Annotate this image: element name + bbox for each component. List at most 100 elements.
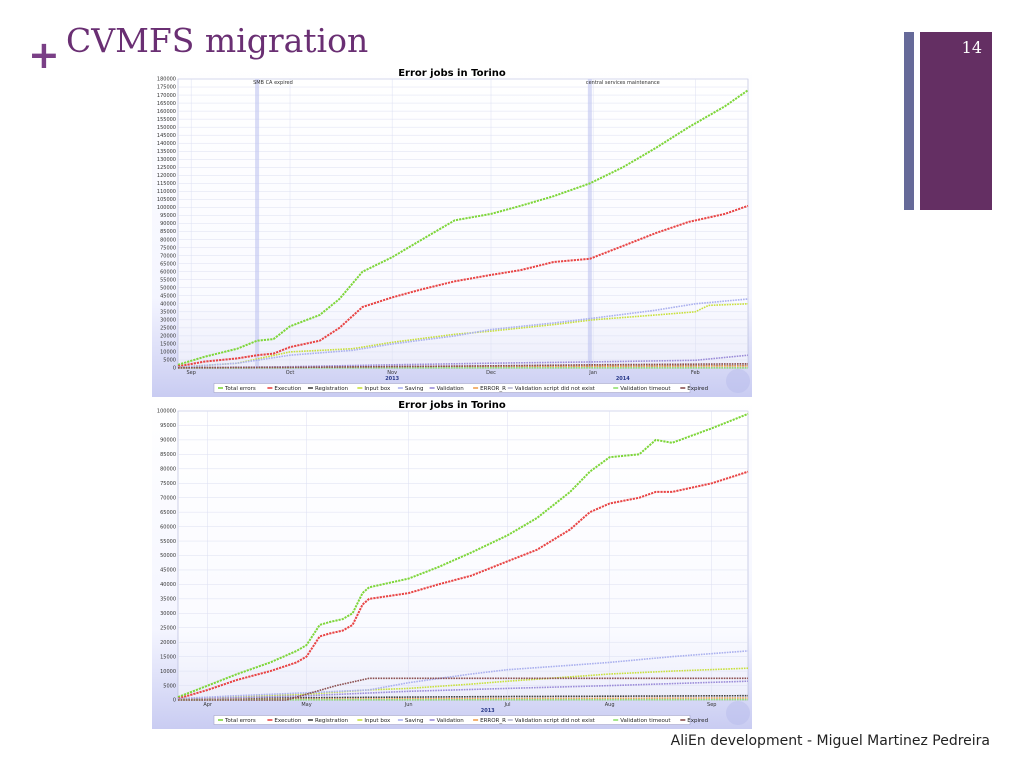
chart-error-jobs-apr-sep: Error jobs in Torino 0 5000 10000 15000 20000… (152, 398, 752, 729)
legend-entry: Validation timeout (620, 718, 671, 724)
y-tick-label: 80000 (160, 467, 176, 473)
y-tick-label: 20000 (160, 640, 176, 646)
y-tick-label: 15000 (160, 342, 176, 348)
y-tick-label: 145000 (157, 133, 176, 139)
legend-entry: Registration (315, 718, 349, 724)
y-tick-label: 100000 (157, 205, 176, 211)
y-tick-label: 30000 (160, 318, 176, 324)
legend-entry: Saving (405, 386, 424, 392)
page-number: 14 (961, 38, 982, 57)
plus-icon: + (28, 33, 60, 77)
y-tick-label: 60000 (160, 269, 176, 275)
y-tick-label: 90000 (160, 221, 176, 227)
y-tick-label: 35000 (160, 597, 176, 603)
y-tick-label: 35000 (160, 310, 176, 316)
y-tick-label: 30000 (160, 611, 176, 617)
x-tick-label: Dec (486, 370, 496, 376)
legend-entry: Execution (274, 718, 302, 724)
series-line (177, 470, 749, 700)
y-tick-label: 60000 (160, 524, 176, 530)
y-tick-label: 10000 (160, 669, 176, 675)
y-tick-label: 5000 (163, 683, 176, 689)
year-label: 2014 (616, 376, 630, 382)
y-tick-label: 65000 (160, 510, 176, 516)
y-tick-label: 70000 (160, 253, 176, 259)
legend-entry: Validation (437, 718, 465, 724)
x-tick-label: May (301, 702, 311, 708)
x-tick-label: Feb (691, 370, 700, 376)
y-tick-label: 20000 (160, 334, 176, 340)
y-tick-label: 40000 (160, 582, 176, 588)
chart-svg: Error jobs in Torino 0 5000 10000 15000 20000… (152, 398, 752, 729)
legend-entry: Total errors (224, 386, 256, 392)
series-line (177, 303, 749, 368)
annotation-label: central services maintenance (586, 80, 660, 86)
y-tick-label: 40000 (160, 301, 176, 307)
y-tick-label: 115000 (157, 181, 176, 187)
y-tick-label: 55000 (160, 539, 176, 545)
x-tick-label: Sep (707, 702, 716, 708)
y-tick-label: 100000 (157, 409, 176, 415)
legend-entry: Registration (315, 386, 349, 392)
chart-title: Error jobs in Torino (398, 68, 506, 79)
series-line (177, 298, 749, 368)
y-tick-label: 85000 (160, 229, 176, 235)
legend-entry: Expired (687, 386, 708, 392)
legend-entry: ERROR_R (480, 718, 506, 724)
y-tick-label: 90000 (160, 438, 176, 444)
legend-entry: Expired (687, 718, 708, 724)
annotation-label: SMB CA expired (253, 80, 293, 86)
x-tick-label: Jan (588, 370, 597, 376)
slide-title: CVMFS migration (66, 21, 369, 60)
x-tick-label: Nov (387, 370, 397, 376)
y-tick-label: 50000 (160, 553, 176, 559)
legend-entry: Saving (405, 718, 424, 724)
y-tick-label: 155000 (157, 117, 176, 123)
y-tick-label: 15000 (160, 654, 176, 660)
y-tick-label: 105000 (157, 197, 176, 203)
y-tick-label: 160000 (157, 109, 176, 115)
y-tick-label: 110000 (157, 189, 176, 195)
series-line (177, 412, 749, 699)
y-tick-label: 25000 (160, 625, 176, 631)
chart-error-jobs-sep-feb: Error jobs in Torino 0 5000 10000 15000 20000… (152, 66, 752, 397)
y-tick-label: 5000 (163, 358, 176, 364)
y-tick-label: 135000 (157, 149, 176, 155)
y-tick-label: 45000 (160, 568, 176, 574)
y-tick-label: 50000 (160, 285, 176, 291)
series-line (177, 363, 749, 369)
series-line (177, 204, 749, 368)
y-tick-label: 165000 (157, 101, 176, 107)
decorative-side-bar (920, 32, 992, 210)
y-tick-label: 65000 (160, 261, 176, 267)
x-tick-label: Aug (605, 702, 615, 708)
legend: Total errors Execution Registration Input b… (213, 383, 708, 393)
series-line (177, 694, 749, 700)
y-tick-label: 150000 (157, 125, 176, 131)
watermark-logo (726, 701, 750, 725)
y-tick-label: 170000 (157, 93, 176, 99)
x-tick-label: Sep (186, 370, 195, 376)
legend-entry: Input box (364, 386, 391, 392)
decorative-side-bar-thin (904, 32, 914, 210)
legend-entry: Validation script did not exist (515, 718, 596, 724)
series-line (177, 89, 749, 366)
y-tick-label: 0 (173, 366, 176, 372)
y-tick-label: 80000 (160, 237, 176, 243)
annotation-marker (255, 79, 260, 368)
x-tick-label: Oct (286, 370, 295, 376)
legend-entry: Total errors (224, 718, 256, 724)
x-tick-label: Jun (404, 702, 413, 708)
legend-entry: Validation script did not exist (515, 386, 596, 392)
y-tick-label: 180000 (157, 77, 176, 83)
y-tick-label: 125000 (157, 165, 176, 171)
year-label: 2013 (385, 376, 399, 382)
y-tick-label: 45000 (160, 293, 176, 299)
y-tick-label: 175000 (157, 85, 176, 91)
legend-entry: Input box (364, 718, 391, 724)
chart-svg: Error jobs in Torino 0 5000 10000 15000 20000… (152, 66, 752, 397)
annotation-marker (587, 79, 592, 368)
y-tick-label: 75000 (160, 245, 176, 251)
x-tick-label: Apr (203, 702, 213, 708)
legend-entry: Validation (437, 386, 465, 392)
